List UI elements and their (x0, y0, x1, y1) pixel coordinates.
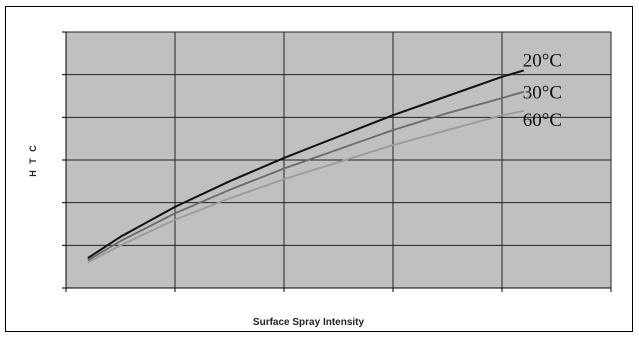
chart-svg: 20°C 30°C 60°C H T C Surface Spray Intensi… (28, 31, 612, 328)
y-axis-label: H T C (28, 143, 38, 177)
series-label: 60°C (523, 110, 562, 131)
series-line (87, 69, 525, 259)
x-axis-label: Surface Spray Intensity (253, 317, 365, 328)
chart-frame: 20°C 30°C 60°C H T C Surface Spray Intensi… (5, 6, 633, 332)
series-lines (87, 69, 525, 264)
series-labels: 20°C 30°C 60°C (523, 50, 562, 131)
series-line (87, 90, 525, 262)
series-label: 20°C (523, 50, 562, 71)
axes (62, 31, 612, 292)
series-line (87, 110, 524, 264)
series-label: 30°C (523, 83, 562, 104)
gridlines (66, 31, 612, 288)
